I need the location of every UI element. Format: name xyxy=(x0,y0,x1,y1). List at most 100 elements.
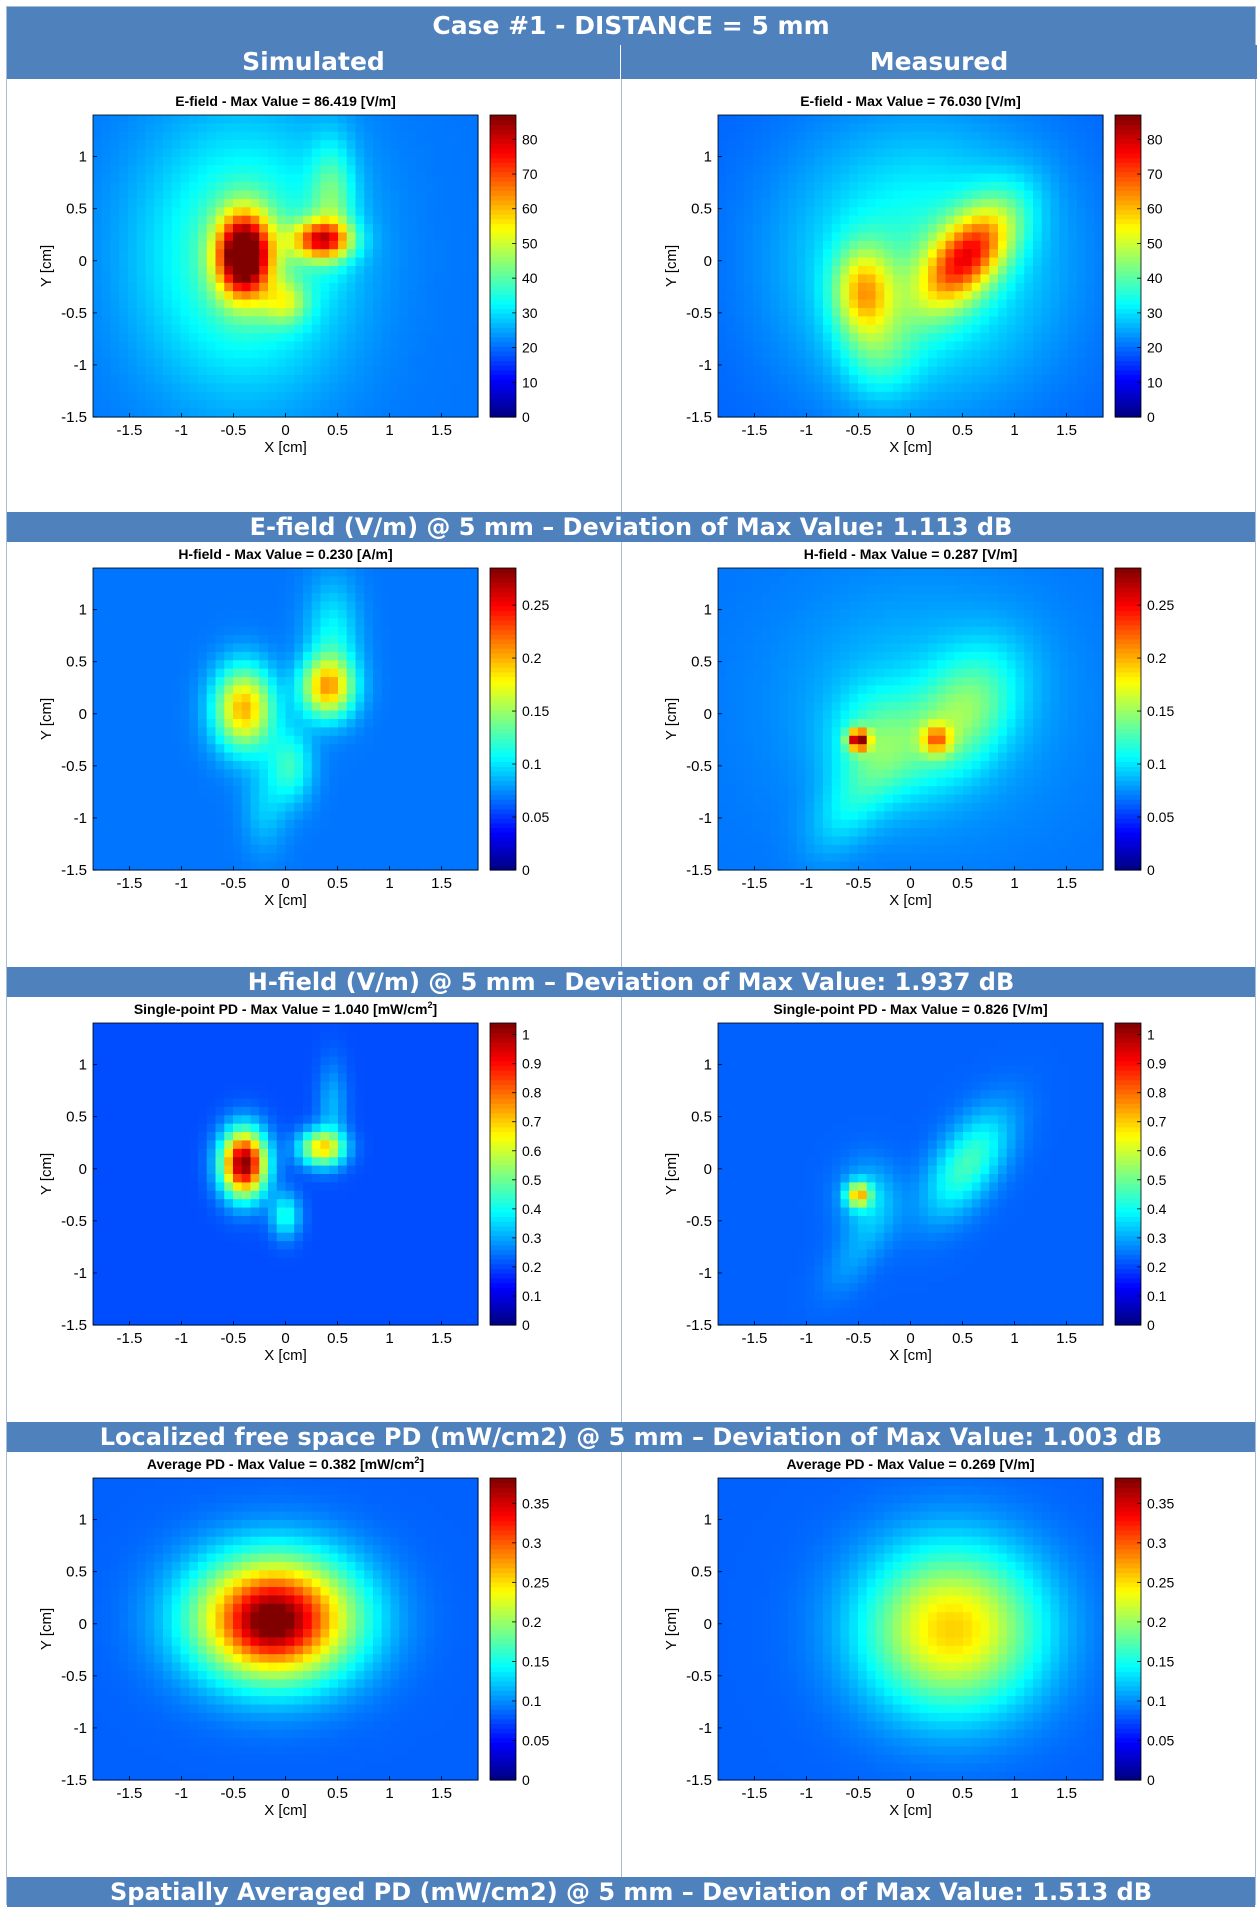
heatmap-cell xyxy=(417,409,426,418)
heatmap-cell xyxy=(373,333,382,342)
heatmap-cell xyxy=(102,132,111,141)
heatmap-cell xyxy=(163,300,172,309)
heatmap-cell xyxy=(207,149,216,158)
heatmap-cell xyxy=(1059,149,1068,158)
heatmap-cell xyxy=(93,820,102,829)
heatmap-cell xyxy=(102,258,111,267)
heatmap-cell xyxy=(1007,350,1016,359)
heatmap-cell xyxy=(224,392,233,401)
heatmap-cell xyxy=(137,853,146,862)
heatmap-cell xyxy=(919,392,928,401)
heatmap-cell xyxy=(364,392,373,401)
heatmap-cell xyxy=(399,853,408,862)
heatmap-cell xyxy=(154,719,163,728)
heatmap-cell xyxy=(321,836,330,845)
heatmap-cell xyxy=(119,409,128,418)
heatmap-cell xyxy=(268,149,277,158)
heatmap-cell xyxy=(849,291,858,300)
heatmap-cell xyxy=(1051,333,1060,342)
heatmap-cell xyxy=(954,367,963,376)
heatmap-cell xyxy=(146,224,155,233)
heatmap-cell xyxy=(391,283,400,292)
heatmap-cell xyxy=(137,140,146,149)
heatmap-cell xyxy=(259,224,268,233)
heatmap-cell xyxy=(364,786,373,795)
heatmap-cell xyxy=(224,325,233,334)
heatmap-cell xyxy=(452,652,461,661)
heatmap-cell xyxy=(461,165,470,174)
heatmap-cell xyxy=(391,736,400,745)
heatmap-cell xyxy=(172,660,181,669)
heatmap-cell xyxy=(277,610,286,619)
heatmap-cell xyxy=(268,669,277,678)
heatmap-cell xyxy=(321,274,330,283)
heatmap-cell xyxy=(356,174,365,183)
heatmap-cell xyxy=(224,736,233,745)
heatmap-cell xyxy=(102,803,111,812)
heatmap-cells xyxy=(93,568,479,871)
heatmap-cell xyxy=(823,140,832,149)
heatmap-cell xyxy=(338,174,347,183)
heatmap-cell xyxy=(198,149,207,158)
heatmap-cell xyxy=(172,744,181,753)
heatmap-cell xyxy=(207,333,216,342)
heatmap-cell xyxy=(823,409,832,418)
heatmap-cell xyxy=(216,216,225,225)
heatmap-cell xyxy=(426,224,435,233)
heatmap-cell xyxy=(1007,375,1016,384)
heatmap-cell xyxy=(806,207,815,216)
heatmap-cell xyxy=(303,367,312,376)
heatmap-cell xyxy=(399,392,408,401)
colorbar-segment xyxy=(490,403,516,408)
x-axis-label: X [cm] xyxy=(889,439,932,456)
heatmap-cell xyxy=(937,350,946,359)
heatmap-cell xyxy=(876,392,885,401)
heatmap-cell xyxy=(312,367,321,376)
heatmap-cell xyxy=(259,333,268,342)
heatmap-cell xyxy=(251,157,260,166)
heatmap-cell xyxy=(911,157,920,166)
heatmap-cell xyxy=(154,836,163,845)
heatmap-cell xyxy=(434,342,443,351)
heatmap-cell xyxy=(823,350,832,359)
heatmap-cell xyxy=(989,358,998,367)
heatmap-cell xyxy=(928,182,937,191)
heatmap-cell xyxy=(312,140,321,149)
heatmap-cell xyxy=(172,333,181,342)
heatmap-cell xyxy=(198,753,207,762)
heatmap-cell xyxy=(989,367,998,376)
heatmap-cell xyxy=(93,836,102,845)
heatmap-cell xyxy=(434,165,443,174)
heatmap-cell xyxy=(867,149,876,158)
heatmap-cell xyxy=(163,216,172,225)
heatmap-cell xyxy=(858,199,867,208)
heatmap-cell xyxy=(329,795,338,804)
heatmap-cell xyxy=(408,602,417,611)
heatmap-cell xyxy=(849,115,858,124)
heatmap-cell xyxy=(172,392,181,401)
heatmap-cell xyxy=(443,207,452,216)
heatmap-cell xyxy=(452,711,461,720)
heatmap-cell xyxy=(762,375,771,384)
heatmap-cell xyxy=(443,266,452,275)
heatmap-cell xyxy=(443,853,452,862)
heatmap-cell xyxy=(216,140,225,149)
heatmap-cell xyxy=(858,392,867,401)
heatmap-cell xyxy=(469,610,478,619)
heatmap-cell xyxy=(382,677,391,686)
heatmap-cell xyxy=(207,123,216,132)
heatmap-cell xyxy=(163,191,172,200)
heatmap-cell xyxy=(972,333,981,342)
heatmap-cell xyxy=(259,845,268,854)
heatmap-cell xyxy=(788,325,797,334)
heatmap-cell xyxy=(119,283,128,292)
heatmap-cell xyxy=(119,845,128,854)
heatmap-cell xyxy=(181,199,190,208)
heatmap-cell xyxy=(286,258,295,267)
heatmap-cell xyxy=(849,191,858,200)
heatmap-cell xyxy=(286,736,295,745)
heatmap-cell xyxy=(876,199,885,208)
heatmap-cell xyxy=(946,283,955,292)
heatmap-cell xyxy=(163,249,172,258)
heatmap-cell xyxy=(744,199,753,208)
